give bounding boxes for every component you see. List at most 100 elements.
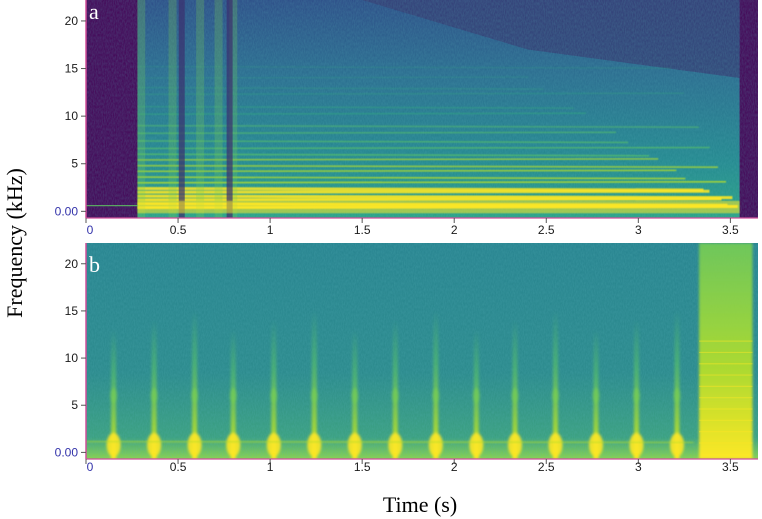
- onset-strike: [196, 0, 205, 218]
- x-tick-label: 2.5: [538, 223, 555, 237]
- pulse-base: [469, 432, 484, 457]
- pulse-mid: [472, 387, 480, 404]
- x-tick-label: 1: [267, 460, 274, 474]
- panel-b-ticks: 0 0.5 1 1.5 2 2.5 3 3.5 0.00 5 10 15 20: [55, 243, 758, 474]
- y-tick-label: 15: [65, 62, 79, 76]
- pulse-mid: [432, 387, 440, 404]
- pulse-base: [388, 432, 403, 457]
- y-tick-label: 20: [65, 257, 79, 271]
- onset-strike: [168, 0, 177, 218]
- x-tick-label: 0: [87, 223, 94, 237]
- harmonic-line: [137, 153, 650, 157]
- pulse-base: [187, 432, 202, 457]
- x-tick-label: 2.5: [538, 460, 555, 474]
- pulse-mid: [310, 387, 318, 404]
- panel-a-noise-texture: [86, 0, 758, 218]
- y-tick-label: 10: [65, 351, 79, 365]
- panel-a-ticks: 0 0.5 1 1.5 2 2.5 3 3.5 0.00 5 10 15 20: [55, 0, 758, 237]
- pulse-base: [428, 432, 443, 457]
- pulse-base: [629, 432, 644, 457]
- onset-strike: [137, 0, 146, 218]
- harmonic-line: [137, 131, 617, 135]
- harmonic-line: [137, 180, 727, 184]
- pulse-mid: [391, 387, 399, 404]
- pulse-mid: [150, 387, 158, 404]
- dark-gap: [226, 0, 233, 218]
- x-tick-label: 1: [267, 223, 274, 237]
- panel-a-plot: [86, 0, 758, 218]
- panel-b-pulses: [106, 310, 684, 459]
- harmonic-line: [137, 158, 659, 161]
- x-tick-label: 2: [451, 460, 458, 474]
- low-band-line: [86, 440, 694, 444]
- y-tick-label: 5: [71, 398, 78, 412]
- pulse-mid: [673, 387, 681, 404]
- pulse-stripe: [552, 310, 558, 459]
- pulse-stripe: [192, 310, 198, 459]
- x-axis-title: Time (s): [383, 492, 457, 517]
- panel-a: a 0 0.5 1 1.5 2 2.5 3 3.5 0.00 5 10 15 20: [55, 0, 758, 237]
- dark-gap: [178, 0, 185, 218]
- pulse-base: [266, 432, 281, 457]
- harmonic-line: [137, 76, 529, 79]
- pulse-base: [106, 432, 121, 457]
- panel-b-label: b: [89, 252, 100, 277]
- x-tick-label: 3: [635, 460, 642, 474]
- x-tick-label: 2: [451, 223, 458, 237]
- pulse-base: [226, 432, 241, 457]
- x-tick-label: 3.5: [722, 460, 739, 474]
- y-tick-label: 20: [65, 14, 79, 28]
- harmonic-line: [137, 189, 710, 194]
- pulse-mid: [270, 387, 278, 404]
- x-tick-label: 1.5: [354, 460, 371, 474]
- panel-a-label: a: [89, 0, 99, 24]
- pulse-stripe: [433, 310, 439, 459]
- pulse-mid: [511, 387, 519, 404]
- pulse-mid: [191, 387, 199, 404]
- pulse-mid: [229, 387, 237, 404]
- pulse-base: [548, 432, 563, 457]
- panel-b-noise-texture: [86, 243, 758, 459]
- pulse-mid: [551, 387, 559, 404]
- y-tick-label: 10: [65, 109, 79, 123]
- harmonic-line: [137, 140, 629, 144]
- pulse-base: [307, 432, 322, 457]
- harmonic-line: [137, 105, 574, 109]
- y-tick-label: 5: [71, 157, 78, 171]
- panel-a-fundamental-band: [137, 200, 740, 214]
- y-tick-label: 0.00: [55, 204, 79, 218]
- y-tick-label: 15: [65, 304, 79, 318]
- pulse-base: [347, 432, 362, 457]
- x-tick-label: 0.5: [170, 223, 187, 237]
- y-axis-title: Frequency (kHz): [2, 168, 27, 318]
- harmonic-line: [137, 194, 733, 200]
- pulse-base: [507, 432, 522, 457]
- pulse-mid: [632, 387, 640, 404]
- x-tick-label: 3.5: [722, 223, 739, 237]
- pulse-mid: [351, 387, 359, 404]
- pulse-base: [147, 432, 162, 457]
- pulse-mid: [592, 387, 600, 404]
- x-tick-label: 1.5: [354, 223, 371, 237]
- harmonic-line: [137, 197, 722, 202]
- pulse-stripe: [674, 310, 680, 459]
- harmonic-line: [137, 112, 586, 116]
- pulse-base: [588, 432, 603, 457]
- harmonic-line: [137, 65, 671, 69]
- panel-b: b 0 0.5 1 1.5 2 2.5 3 3.5 0.00 5 10 15 20: [55, 243, 758, 474]
- pulse-mid: [110, 387, 118, 404]
- pulse-base: [669, 432, 684, 457]
- broadband-burst: [699, 243, 753, 459]
- onset-strike: [214, 0, 223, 218]
- panel-b-plot: [86, 243, 758, 459]
- harmonic-line: [137, 86, 544, 90]
- onset-strike: [229, 0, 238, 218]
- x-tick-label: 0: [87, 460, 94, 474]
- pulse-stripe: [311, 310, 317, 459]
- x-tick-label: 3: [635, 223, 642, 237]
- x-tick-label: 0.5: [170, 460, 187, 474]
- harmonic-line: [137, 164, 718, 168]
- y-tick-label: 0.00: [55, 445, 79, 459]
- harmonic-line: [137, 146, 710, 150]
